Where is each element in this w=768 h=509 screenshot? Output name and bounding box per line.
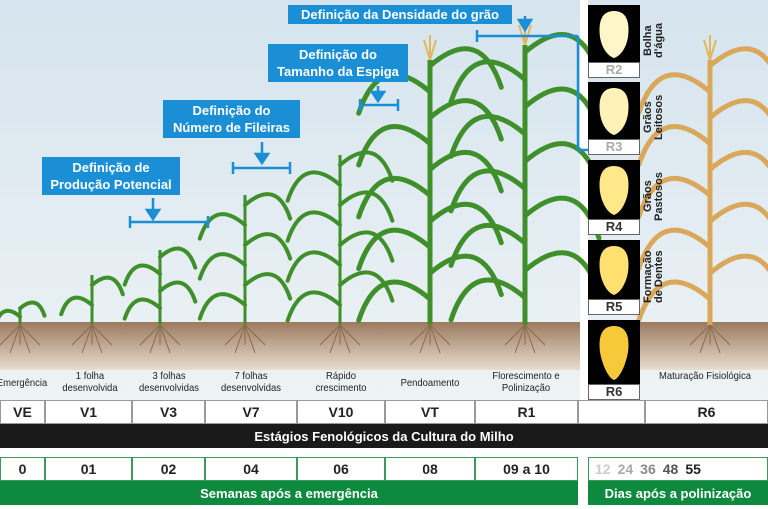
- kernel-card-r5: R5: [588, 240, 640, 315]
- week-value: 01: [45, 457, 132, 481]
- week-value: 02: [132, 457, 205, 481]
- kernel-description: Grãos Leitosos: [642, 94, 665, 141]
- kernel-code: R4: [588, 219, 640, 235]
- stages-title-bar: Estágios Fenológicos da Cultura do Milho: [0, 424, 768, 448]
- week-value: 08: [385, 457, 475, 481]
- stage-code: VE: [0, 400, 45, 424]
- day-value: 12: [595, 461, 611, 477]
- kernel-description: Bolha d'água: [642, 23, 665, 59]
- stage-label: 1 folha desenvolvida: [62, 370, 118, 394]
- stage-code: R6: [645, 400, 768, 424]
- stage-label: Florescimento e Polinização: [492, 370, 560, 394]
- kernel-code: R3: [588, 139, 640, 155]
- kernel-code: R6: [588, 384, 640, 400]
- callout-tamanho-espiga: Definição do Tamanho da Espiga: [268, 44, 408, 82]
- callout-producao-potencial: Definição de Produção Potencial: [42, 157, 180, 195]
- stage-codes-row: VE V1 V3 V7 V10 VT R1 R6: [0, 400, 768, 424]
- stage-label: 3 folhas desenvolvidas: [139, 370, 199, 394]
- stage-code: V10: [297, 400, 385, 424]
- kernel-card-r4: R4: [588, 160, 640, 235]
- weeks-title-bar: Semanas após a emergência: [0, 481, 578, 505]
- kernel-code: R2: [588, 62, 640, 78]
- stage-label: Pendoamento: [400, 377, 460, 389]
- corn-plant: [0, 300, 47, 354]
- stage-code: V7: [205, 400, 297, 424]
- days-title-bar: Dias após a polinização: [588, 481, 768, 505]
- day-value: 55: [685, 461, 701, 477]
- kernel-icon: [599, 11, 629, 58]
- week-value: 04: [205, 457, 297, 481]
- corn-plant: [59, 275, 125, 354]
- kernel-icon: [599, 88, 629, 135]
- days-row: 12 24 36 48 55: [588, 457, 768, 481]
- stage-code: V1: [45, 400, 132, 424]
- corn-plant: [636, 35, 768, 354]
- kernel-icon: [599, 326, 629, 380]
- kernel-description: Formação de Dentes: [642, 250, 665, 303]
- kernel-card-r6: R6: [588, 320, 640, 400]
- stage-label: Rápido crescimento: [315, 370, 367, 394]
- callout-densidade-grao: Definição da Densidade do grão: [288, 5, 512, 24]
- weeks-row: 0 01 02 04 06 08 09 a 10: [0, 457, 578, 481]
- day-value: 36: [640, 461, 656, 477]
- bracket-lines: [128, 16, 588, 228]
- kernel-code: R5: [588, 299, 640, 315]
- callout-numero-fileiras: Definição do Número de Fileiras: [163, 100, 300, 138]
- kernel-card-r3: R3: [588, 82, 640, 155]
- stage-code: VT: [385, 400, 475, 424]
- week-value: 06: [297, 457, 385, 481]
- week-value: 09 a 10: [475, 457, 578, 481]
- corn-plant: [122, 246, 198, 354]
- stage-label: Emergência: [0, 377, 48, 389]
- kernel-icon: [599, 246, 629, 295]
- soil: [0, 322, 768, 370]
- stage-code: R1: [475, 400, 578, 424]
- kernel-description: Grãos Pastosos: [642, 172, 665, 221]
- stage-label: 7 folhas desenvolvidas: [221, 370, 281, 394]
- corn-plant: [197, 192, 293, 354]
- stage-label: Maturação Fisiológica: [659, 370, 751, 382]
- kernel-icon: [599, 166, 629, 215]
- week-value: 0: [0, 457, 45, 481]
- day-value: 24: [617, 461, 634, 477]
- kernel-card-r2: R2: [588, 5, 640, 78]
- day-value: 48: [662, 461, 679, 477]
- stage-code: [578, 400, 645, 424]
- stage-code: V3: [132, 400, 205, 424]
